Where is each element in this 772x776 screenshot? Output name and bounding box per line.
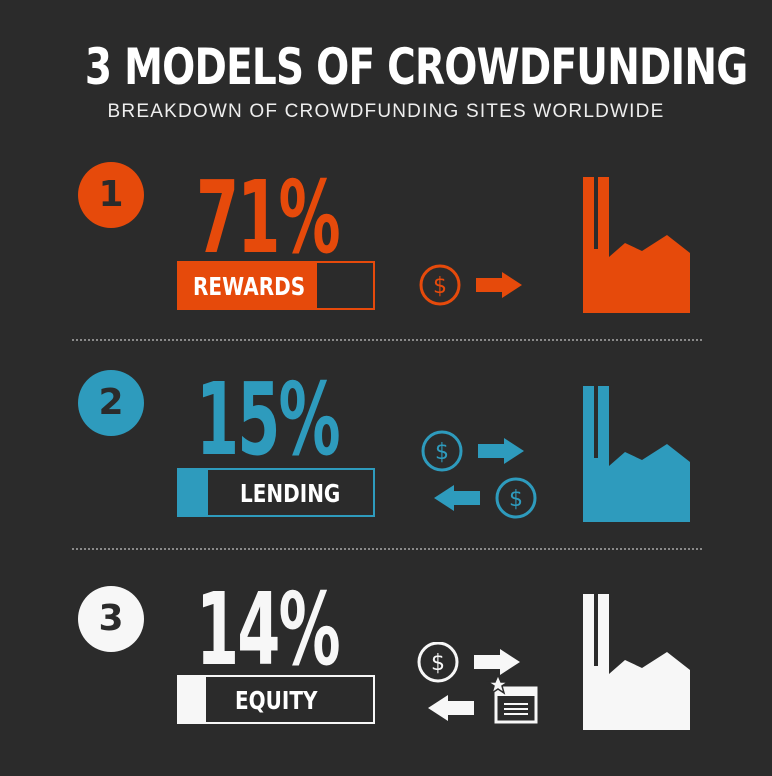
model-percent: 14%: [196, 571, 341, 688]
factory-icon: [583, 177, 690, 313]
money-flow-icon: $: [419, 264, 522, 306]
money-exchange-icon: $ $: [421, 430, 537, 519]
equity-exchange-icon: $: [417, 642, 538, 724]
model-bar-fill: [179, 470, 209, 515]
model-bar: EQUITY: [177, 675, 375, 724]
share-certificate-icon: [485, 673, 538, 724]
model-number-badge: 3: [78, 586, 144, 652]
dollar-icon: $: [435, 440, 449, 465]
model-row-equity: 3 14% EQUITY $: [0, 580, 772, 750]
model-bar-fill: [179, 677, 207, 722]
dollar-icon: $: [509, 487, 523, 512]
model-bar-label: EQUITY: [235, 686, 318, 715]
model-row-rewards: 1 71% REWARDS $: [0, 160, 772, 330]
model-bar-label: REWARDS: [193, 272, 306, 301]
model-bar: LENDING: [177, 468, 375, 517]
model-number-badge: 1: [78, 162, 144, 228]
model-percent: 15%: [196, 361, 341, 478]
factory-icon: [583, 386, 690, 522]
model-bar: REWARDS: [177, 261, 375, 310]
model-number-badge: 2: [78, 370, 144, 436]
section-divider: [72, 339, 702, 341]
dollar-icon: $: [431, 651, 445, 676]
model-bar-label: LENDING: [240, 479, 341, 508]
page-title: 3 MODELS OF CROWDFUNDING: [84, 38, 748, 96]
dollar-icon: $: [433, 274, 447, 299]
model-percent: 71%: [196, 159, 341, 276]
section-divider: [72, 548, 702, 550]
model-row-lending: 2 15% LENDING $ $: [0, 370, 772, 540]
factory-icon: [583, 594, 690, 730]
page-subtitle: BREAKDOWN OF CROWDFUNDING SITES WORLDWID…: [107, 101, 665, 122]
model-bar-fill: [179, 263, 317, 308]
